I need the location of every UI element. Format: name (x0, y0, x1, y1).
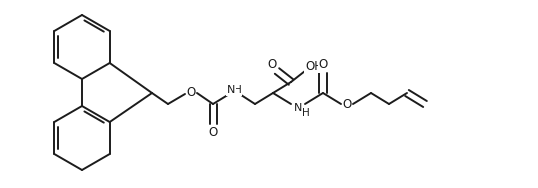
Text: H: H (302, 108, 310, 118)
Text: O: O (208, 126, 218, 139)
Text: O: O (267, 58, 277, 71)
Text: H: H (234, 85, 242, 95)
Text: OH: OH (305, 59, 323, 73)
Text: O: O (318, 58, 328, 71)
Text: N: N (227, 85, 235, 95)
Text: N: N (294, 103, 302, 113)
Text: O: O (342, 98, 352, 111)
Text: O: O (186, 86, 196, 99)
